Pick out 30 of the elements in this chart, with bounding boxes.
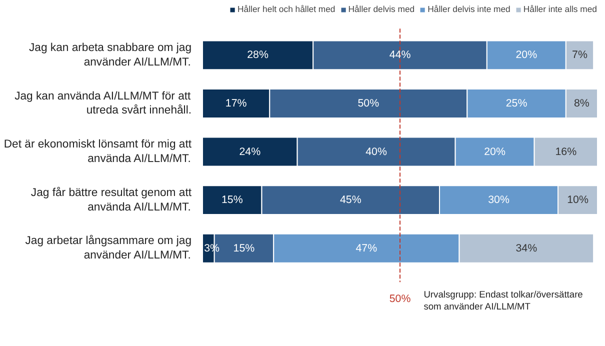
data-label: 44% — [389, 49, 412, 62]
data-label: 47% — [356, 242, 378, 254]
data-label: 7% — [572, 49, 588, 62]
text: Urvalsgrupp: Endast tolkar/översättare som använder AI/LLM/MT — [424, 289, 583, 312]
data-label: 25% — [506, 97, 528, 110]
ref-line-label: 50% — [389, 293, 412, 306]
data-label: 20% — [516, 49, 538, 62]
data-label: 20% — [484, 146, 506, 158]
legend-label: Håller inte alls med — [523, 4, 597, 14]
legend-label: Håller delvis med — [348, 4, 415, 14]
data-label: 8% — [574, 97, 590, 110]
data-label: 15% — [233, 242, 256, 254]
data-label: 50% — [358, 97, 380, 110]
data-label: 45% — [340, 194, 362, 206]
y-tick-label: Jag kan använda AI/LLM/MT för att utreda svårt innehåll. — [14, 90, 192, 117]
data-label: 15% — [221, 194, 244, 206]
data-label: 24% — [239, 146, 262, 158]
data-label: 10% — [567, 194, 589, 206]
legend-label: Håller helt och hållet med — [238, 4, 336, 14]
data-label: 16% — [555, 146, 578, 158]
legend-label: Håller delvis inte med — [428, 4, 510, 14]
data-label: 40% — [366, 146, 388, 158]
data-label: 17% — [225, 97, 248, 110]
data-label: 30% — [488, 194, 510, 206]
y-tick-label: Jag arbetar långsammare om jag använder AI/LLM/MT. — [25, 234, 192, 262]
y-tick-label: Det är ekonomiskt lönsamt för mig att använda AI/LLM/MT. — [4, 138, 192, 165]
y-tick-label: Jag får bättre resultat genom att använda AI/LLM/MT. — [30, 186, 192, 214]
y-tick-label: Jag kan arbeta snabbare om jag använder AI/LLM/MT. — [29, 42, 192, 68]
data-label: 28% — [247, 49, 269, 62]
data-label: 34% — [516, 242, 538, 254]
